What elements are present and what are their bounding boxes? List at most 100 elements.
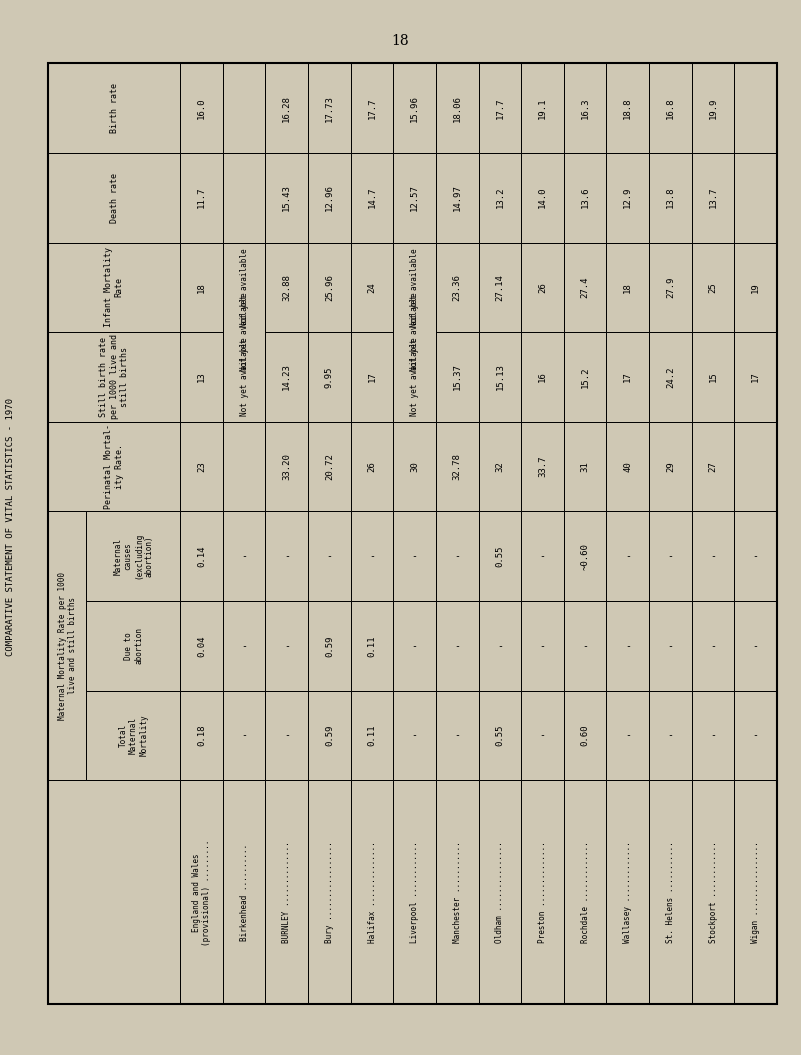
Text: 12.96: 12.96 — [325, 185, 334, 211]
Text: -: - — [710, 730, 716, 741]
Text: -: - — [412, 551, 417, 561]
Text: -: - — [540, 730, 545, 741]
Text: 15.43: 15.43 — [282, 185, 292, 211]
Text: 19: 19 — [751, 282, 760, 292]
Text: -: - — [327, 551, 332, 561]
Text: -: - — [625, 730, 630, 741]
Text: 15: 15 — [709, 371, 718, 382]
Text: 16.3: 16.3 — [581, 97, 590, 119]
Text: Stockport ............: Stockport ............ — [709, 842, 718, 943]
Text: 27.14: 27.14 — [495, 274, 505, 301]
Text: -: - — [412, 730, 417, 741]
Text: -: - — [241, 730, 247, 741]
Text: 0.04: 0.04 — [197, 635, 206, 656]
Text: 13.2: 13.2 — [495, 187, 505, 209]
Text: -: - — [540, 551, 545, 561]
Text: 0.55: 0.55 — [495, 725, 505, 746]
Text: 26: 26 — [538, 282, 547, 292]
Text: 11.7: 11.7 — [197, 187, 206, 209]
Text: -: - — [667, 640, 674, 651]
Text: 30: 30 — [410, 461, 419, 472]
Text: -: - — [454, 730, 461, 741]
Text: 0.55: 0.55 — [495, 545, 505, 567]
Text: 24: 24 — [368, 282, 376, 292]
Text: Liverpool ............: Liverpool ............ — [410, 842, 419, 943]
Text: 17: 17 — [623, 371, 632, 382]
Text: -: - — [753, 551, 759, 561]
Text: 32.88: 32.88 — [282, 274, 292, 301]
Text: -: - — [582, 640, 588, 651]
Text: Wallasey .............: Wallasey ............. — [623, 842, 632, 943]
Text: 15.96: 15.96 — [410, 95, 419, 121]
Text: 0.59: 0.59 — [325, 725, 334, 746]
Text: 32: 32 — [495, 461, 505, 472]
Text: Not yet available: Not yet available — [239, 293, 248, 371]
Text: Due to
abortion: Due to abortion — [123, 628, 143, 665]
Text: 18.06: 18.06 — [453, 95, 461, 121]
Text: ~0.60: ~0.60 — [581, 543, 590, 570]
Text: -: - — [667, 730, 674, 741]
Text: 31: 31 — [581, 461, 590, 472]
Text: 18: 18 — [197, 282, 206, 292]
Text: Birth rate: Birth rate — [110, 83, 119, 133]
Text: 20.72: 20.72 — [325, 454, 334, 480]
Text: 16.28: 16.28 — [282, 95, 292, 121]
Text: -: - — [412, 640, 417, 651]
Text: 13.6: 13.6 — [581, 187, 590, 209]
Text: Not yet available: Not yet available — [410, 338, 419, 417]
Text: Death rate: Death rate — [110, 173, 119, 223]
Text: 0.11: 0.11 — [368, 725, 376, 746]
Text: Oldham ...............: Oldham ............... — [495, 842, 505, 943]
Text: St. Helens ...........: St. Helens ........... — [666, 842, 675, 943]
Text: Manchester ...........: Manchester ........... — [453, 842, 461, 943]
Text: Rochdale .............: Rochdale ............. — [581, 842, 590, 943]
Text: Birkenhead ..........: Birkenhead .......... — [239, 844, 248, 941]
Text: -: - — [753, 640, 759, 651]
Text: Not yet available: Not yet available — [410, 293, 419, 371]
Text: Infant Mortality
Rate: Infant Mortality Rate — [104, 247, 124, 327]
Text: 0.59: 0.59 — [325, 635, 334, 656]
Text: 25.96: 25.96 — [325, 274, 334, 301]
Text: 15.37: 15.37 — [453, 364, 461, 390]
Text: 14.23: 14.23 — [282, 364, 292, 390]
Text: Not yet available: Not yet available — [410, 248, 419, 327]
Text: Halifax ..............: Halifax .............. — [368, 842, 376, 943]
Text: 18: 18 — [623, 282, 632, 292]
Text: 40: 40 — [623, 461, 632, 472]
Text: 12.57: 12.57 — [410, 185, 419, 211]
Text: 29: 29 — [666, 461, 675, 472]
Text: 16: 16 — [538, 371, 547, 382]
Text: Wigan ................: Wigan ................ — [751, 842, 760, 943]
Text: 17.7: 17.7 — [368, 97, 376, 119]
Text: 17.7: 17.7 — [495, 97, 505, 119]
Text: 27.4: 27.4 — [581, 276, 590, 299]
Text: Not yet available: Not yet available — [239, 338, 248, 417]
Text: Total
Maternal
Mortality: Total Maternal Mortality — [119, 714, 148, 756]
Text: -: - — [625, 551, 630, 561]
Text: 13: 13 — [197, 371, 206, 382]
Text: 32.78: 32.78 — [453, 454, 461, 480]
Text: 27: 27 — [709, 461, 718, 472]
Text: -: - — [454, 640, 461, 651]
Text: -: - — [667, 551, 674, 561]
Text: 26: 26 — [368, 461, 376, 472]
Text: 16.0: 16.0 — [197, 97, 206, 119]
Text: Not yet available: Not yet available — [239, 248, 248, 327]
Text: 18: 18 — [392, 34, 409, 47]
Text: Maternal
causes
(excluding
abortion): Maternal causes (excluding abortion) — [113, 533, 154, 579]
Text: 15.13: 15.13 — [495, 364, 505, 390]
Text: 12.9: 12.9 — [623, 187, 632, 209]
Text: 14.0: 14.0 — [538, 187, 547, 209]
Text: -: - — [454, 551, 461, 561]
Text: -: - — [753, 730, 759, 741]
Text: -: - — [284, 640, 290, 651]
Text: -: - — [497, 640, 503, 651]
Text: -: - — [241, 640, 247, 651]
Text: 16.8: 16.8 — [666, 97, 675, 119]
Text: 24.2: 24.2 — [666, 366, 675, 388]
Text: 17: 17 — [751, 371, 760, 382]
Text: 33.20: 33.20 — [282, 454, 292, 480]
Text: 13.8: 13.8 — [666, 187, 675, 209]
Text: -: - — [284, 551, 290, 561]
Text: 18.8: 18.8 — [623, 97, 632, 119]
